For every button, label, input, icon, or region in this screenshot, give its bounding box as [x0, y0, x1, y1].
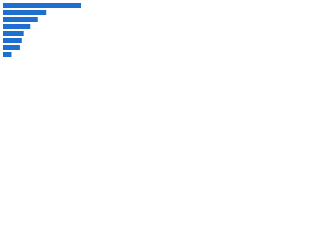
bar: [3, 24, 31, 29]
bar: [3, 38, 22, 43]
bar: [3, 10, 47, 15]
bar: [3, 31, 24, 36]
chart: [3, 3, 82, 57]
page: (() => { const data = JSON.parse(documen…: [0, 0, 100, 71]
bar: [3, 3, 82, 8]
bar: [3, 45, 20, 50]
bar: [3, 17, 38, 22]
bar: [3, 52, 12, 57]
